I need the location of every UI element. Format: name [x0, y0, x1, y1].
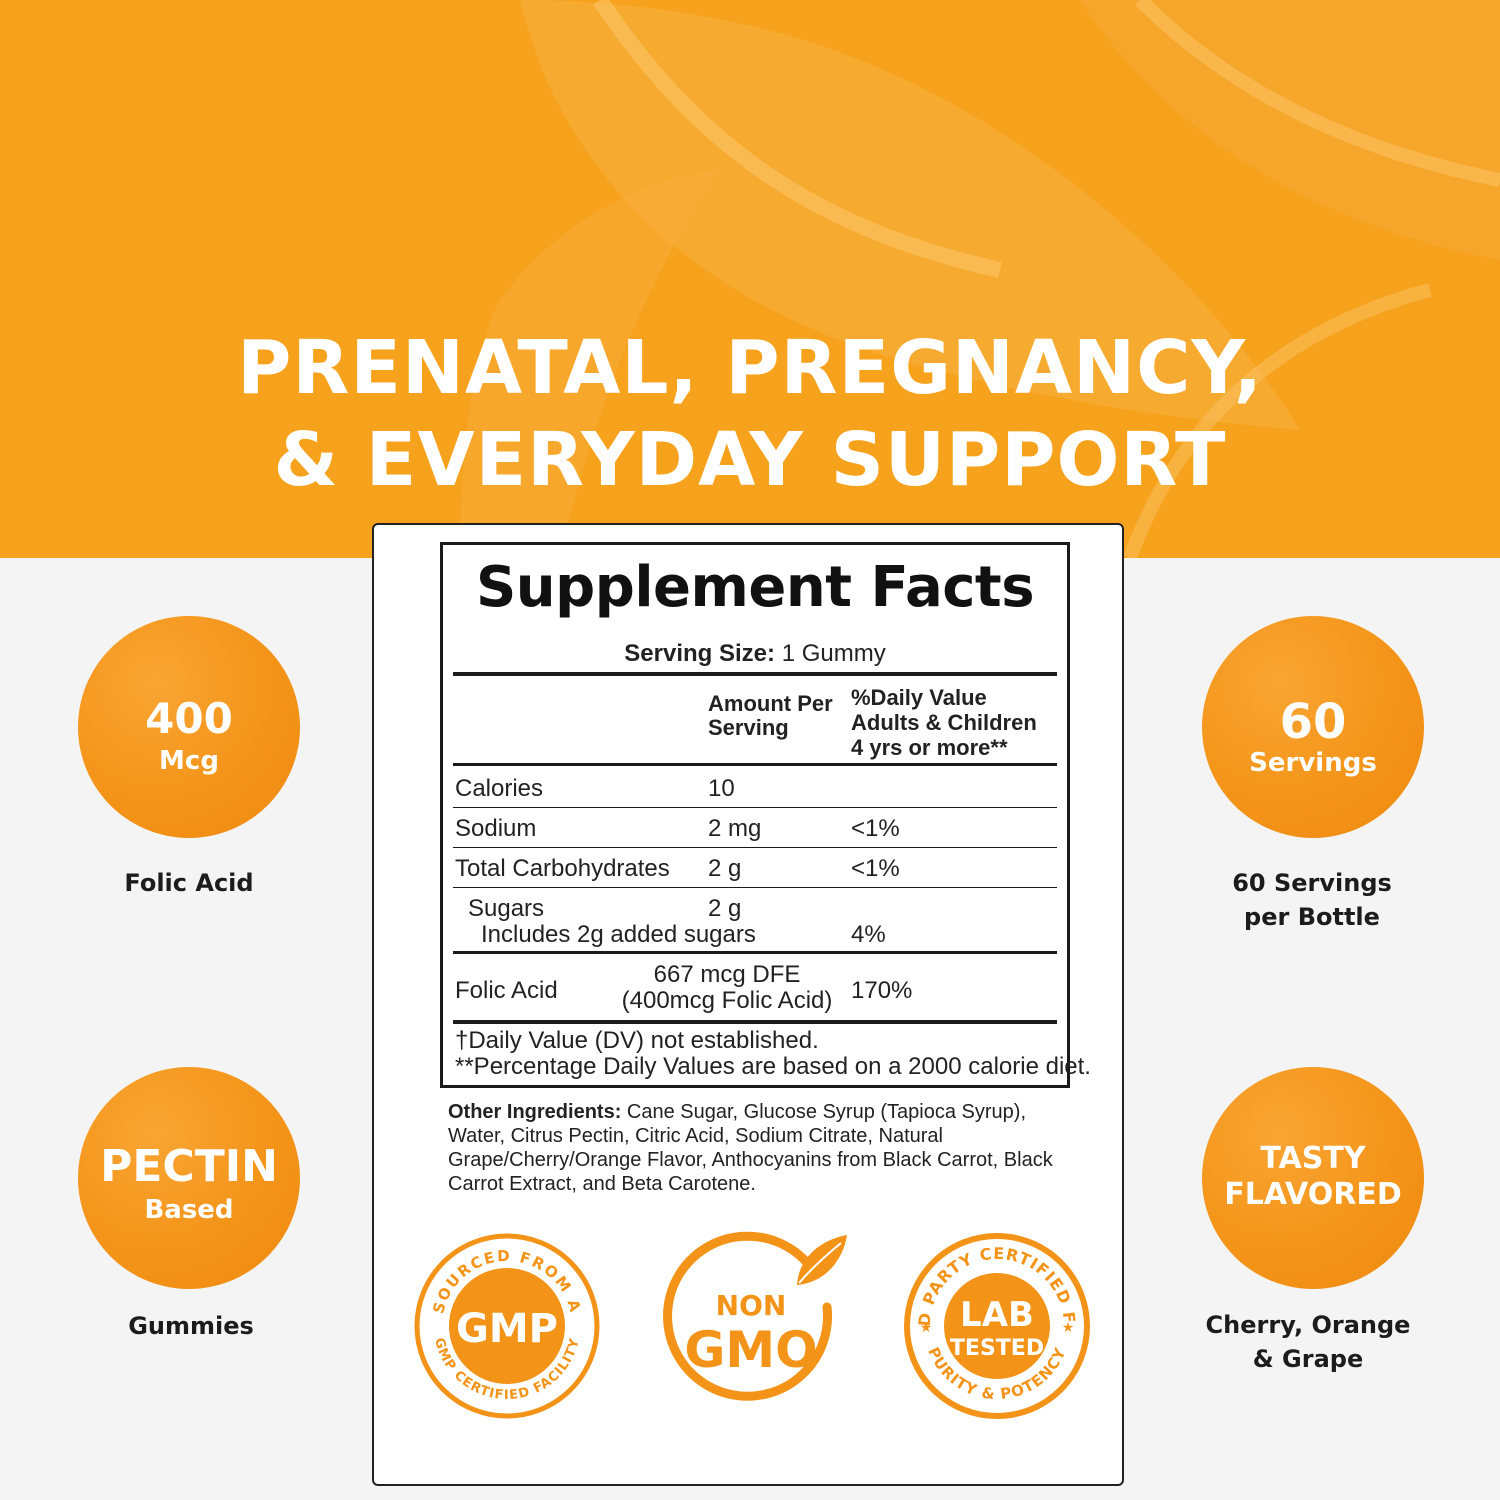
divider-thick [453, 1020, 1057, 1024]
badge-folic-unit: Mcg [159, 746, 219, 776]
lab-line-1: LAB [960, 1295, 1034, 1335]
row-carbs-amount: 2 g [708, 855, 742, 882]
hero-banner [0, 0, 1500, 558]
row-sodium-amount: 2 mg [708, 815, 762, 842]
row-folic-amount-1: 667 mcg DFE [653, 961, 801, 988]
supplement-card: Supplement Facts Serving Size: 1 Gummy A… [372, 523, 1124, 1486]
caption-folic-acid: Folic Acid [124, 869, 254, 897]
other-ingredients-text: Cane Sugar, Glucose Syrup (Tapioca Syrup… [448, 1101, 1053, 1195]
gmp-seal-icon: SOURCED FROM A GMP CERTIFIED FACILITY GM… [414, 1233, 600, 1419]
row-folic-name: Folic Acid [455, 977, 558, 1004]
badge-folic-acid: 400 Mcg [78, 616, 300, 838]
caption-flavors: Cherry, Orange & Grape [1178, 1308, 1438, 1376]
row-sugars-sub: Includes 2g added sugars [481, 921, 756, 948]
badge-tasty-flavored: TASTY FLAVORED [1202, 1067, 1424, 1289]
row-carbs-dv: <1% [851, 855, 900, 882]
row-calories-name: Calories [455, 775, 544, 802]
row-sugars-dv: 4% [851, 921, 886, 948]
caption-servings-line-1: 60 Servings [1232, 869, 1392, 897]
caption-gummies: Gummies [128, 1312, 254, 1340]
divider-thick [453, 951, 1057, 954]
serving-size: Serving Size: 1 Gummy [443, 640, 1067, 668]
row-folic-amount-2: (400mcg Folic Acid) [621, 987, 833, 1014]
row-sugars-amount: 2 g [708, 895, 742, 922]
footnote-1: †Daily Value (DV) not established. [455, 1027, 819, 1054]
divider [453, 847, 1057, 848]
header-amount-line-2: Serving [708, 715, 789, 740]
badge-tasty-line-2: FLAVORED [1224, 1177, 1402, 1212]
row-sugars-name: Sugars [468, 895, 545, 922]
divider-thick [453, 672, 1057, 676]
lab-tested-seal-icon: 3RD PARTY CERTIFIED FOR PURITY & POTENCY… [902, 1231, 1090, 1419]
header-amount-line-1: Amount Per [708, 691, 833, 716]
badge-pectin: PECTIN Based [78, 1067, 300, 1289]
badge-tasty-line-1: TASTY [1260, 1141, 1366, 1176]
row-carbs-name: Total Carbohydrates [455, 855, 670, 882]
header-amount: Amount Per Serving [708, 692, 833, 740]
badge-folic-value: 400 [145, 694, 233, 743]
divider-thick [453, 763, 1057, 766]
non-gmo-line-1: NON [716, 1289, 787, 1322]
badge-servings-value: 60 [1279, 694, 1347, 750]
row-calories-amount: 10 [708, 775, 735, 802]
header-dv-line-1: %Daily Value [851, 685, 987, 710]
headline: PRENATAL, PREGNANCY, & EVERYDAY SUPPORT [0, 322, 1500, 506]
serving-size-value: 1 Gummy [781, 640, 886, 667]
facts-title: Supplement Facts [475, 555, 1035, 620]
gmp-center-text: GMP [456, 1306, 558, 1352]
row-sodium-dv: <1% [851, 815, 900, 842]
caption-servings-line-2: per Bottle [1244, 903, 1380, 931]
divider [453, 807, 1057, 808]
header-daily-value: %Daily Value Adults & Children 4 yrs or … [851, 685, 1037, 760]
header-dv-line-2: Adults & Children [851, 710, 1037, 735]
caption-servings: 60 Servings per Bottle [1182, 866, 1442, 934]
badge-pectin-unit: Based [144, 1195, 234, 1225]
header-dv-line-3: 4 yrs or more** [851, 735, 1008, 760]
footnote-2: **Percentage Daily Values are based on a… [455, 1053, 1091, 1080]
leaf-background-graphic [460, 0, 1500, 558]
other-ingredients: Other Ingredients: Cane Sugar, Glucose S… [448, 1100, 1088, 1196]
supplement-facts-panel: Supplement Facts Serving Size: 1 Gummy A… [440, 542, 1091, 1088]
star-icon: ★ [1062, 1319, 1075, 1335]
non-gmo-seal-icon: NON GMO [663, 1231, 847, 1401]
badge-servings: 60 Servings [1202, 616, 1424, 838]
non-gmo-line-2: GMO [684, 1321, 817, 1379]
badge-pectin-value: PECTIN [100, 1141, 278, 1192]
headline-line-2: & EVERYDAY SUPPORT [273, 417, 1227, 503]
serving-size-label: Serving Size: [624, 640, 776, 667]
row-folic-dv: 170% [851, 977, 913, 1004]
divider [453, 887, 1057, 888]
caption-flavors-line-2: & Grape [1252, 1345, 1364, 1373]
other-ingredients-label: Other Ingredients: [448, 1101, 622, 1123]
row-sodium-name: Sodium [455, 815, 537, 842]
headline-line-1: PRENATAL, PREGNANCY, [237, 325, 1263, 411]
badge-servings-unit: Servings [1249, 748, 1377, 778]
caption-flavors-line-1: Cherry, Orange [1205, 1311, 1411, 1339]
star-icon: ★ [920, 1319, 933, 1335]
lab-line-2: TESTED [950, 1336, 1044, 1361]
